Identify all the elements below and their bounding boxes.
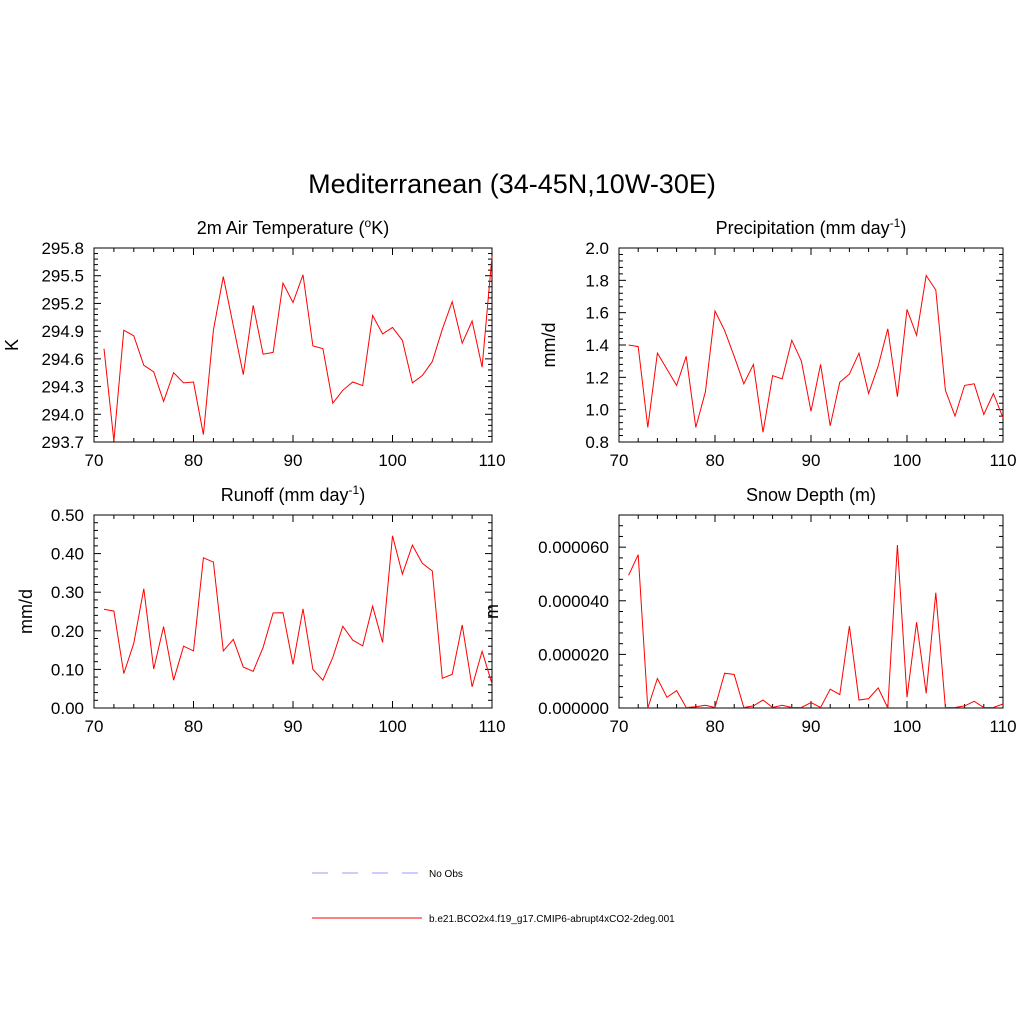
air-temperature-ytick-label: 295.2 [41,294,84,313]
snow-depth-xtick-label: 70 [610,717,629,736]
air-temperature-plot-frame [93,247,493,443]
air-temperature-xtick-label: 80 [184,451,203,470]
runoff-plot-frame [93,514,493,709]
snow-depth-xtick-label: 90 [802,717,821,736]
precipitation-plot-frame [618,247,1004,443]
legend-label-model: b.e21.BCO2x4.f19_g17.CMIP6-abrupt4xCO2-2… [429,914,675,925]
snow-depth-xtick-label: 80 [706,717,725,736]
air-temperature-ytick-label: 294.0 [41,405,84,424]
precipitation-title: Precipitation (mm day-1) [716,216,907,238]
air-temperature-series-line [103,256,493,442]
air-temperature-ytick-label: 293.7 [41,433,84,452]
panel-precipitation: Precipitation (mm day-1) 70 80 90 100 110 0.8 1… [539,216,1017,470]
runoff-ylabel: mm/d [16,589,36,634]
snow-depth-ylabel: m [482,604,502,619]
precipitation-xtick-label: 110 [989,451,1016,470]
snow-depth-ytick-label: 0.000060 [538,538,609,557]
precipitation-ytick-label: 1.0 [585,401,609,420]
runoff-xtick-label: 110 [478,717,505,736]
snow-depth-title: Snow Depth (m) [746,485,876,505]
air-temperature-title: 2m Air Temperature (oK) [197,216,389,238]
runoff-series-line [103,535,493,687]
precipitation-xtick-label: 70 [610,451,629,470]
runoff-ytick-label: 0.30 [51,583,84,602]
panel-runoff: Runoff (mm day-1) 70 80 90 100 110 0.00 0.10 0.2… [16,483,506,736]
precipitation-ytick-label: 2.0 [585,239,609,258]
precipitation-ytick-label: 1.8 [585,271,609,290]
main-title: Mediterranean (34-45N,10W-30E) [308,169,716,199]
air-temperature-xtick-label: 70 [85,451,104,470]
air-temperature-xtick-label: 90 [284,451,303,470]
air-temperature-ylabel: K [2,339,22,351]
snow-depth-plot-frame [618,514,1004,709]
runoff-ytick-label: 0.10 [51,660,84,679]
snow-depth-ytick-label: 0.000000 [538,699,609,718]
precipitation-xtick-label: 80 [706,451,725,470]
runoff-ytick-label: 0.50 [51,506,84,525]
precipitation-xtick-label: 100 [893,451,921,470]
precipitation-ylabel: mm/d [539,323,559,368]
snow-depth-series-line [628,544,1004,709]
air-temperature-ytick-label: 295.8 [41,239,84,258]
runoff-ytick-label: 0.00 [51,699,84,718]
precipitation-xtick-label: 90 [802,451,821,470]
air-temperature-ytick-label: 294.9 [41,322,84,341]
precipitation-ytick-label: 0.8 [585,433,609,452]
snow-depth-ytick-label: 0.000040 [538,592,609,611]
air-temperature-ytick-label: 294.6 [41,350,84,369]
panel-air-temperature: 2m Air Temperature (oK) 70 80 90 100 110 293.7… [2,216,506,470]
snow-depth-ytick-label: 0.000020 [538,645,609,664]
legend: No Obs b.e21.BCO2x4.f19_g17.CMIP6-abrupt… [312,869,675,925]
air-temperature-ytick-label: 294.3 [41,378,84,397]
air-temperature-ytick-label: 295.5 [41,267,84,286]
precipitation-ytick-label: 1.4 [585,336,609,355]
legend-label-no-obs: No Obs [429,869,463,880]
runoff-ytick-label: 0.20 [51,622,84,641]
runoff-xtick-label: 90 [284,717,303,736]
snow-depth-xtick-label: 110 [989,717,1016,736]
runoff-xtick-label: 70 [85,717,104,736]
runoff-title: Runoff (mm day-1) [221,483,365,505]
runoff-xtick-label: 100 [378,717,406,736]
precipitation-ytick-label: 1.6 [585,304,609,323]
precipitation-ytick-label: 1.2 [585,368,609,387]
snow-depth-xtick-label: 100 [893,717,921,736]
precipitation-series-line [628,274,1004,433]
runoff-ytick-label: 0.40 [51,545,84,564]
runoff-xtick-label: 80 [184,717,203,736]
air-temperature-xtick-label: 100 [378,451,406,470]
panel-snow-depth: Snow Depth (m) 70 80 90 100 110 0.000000 0.0000… [482,485,1017,736]
air-temperature-xtick-label: 110 [478,451,505,470]
